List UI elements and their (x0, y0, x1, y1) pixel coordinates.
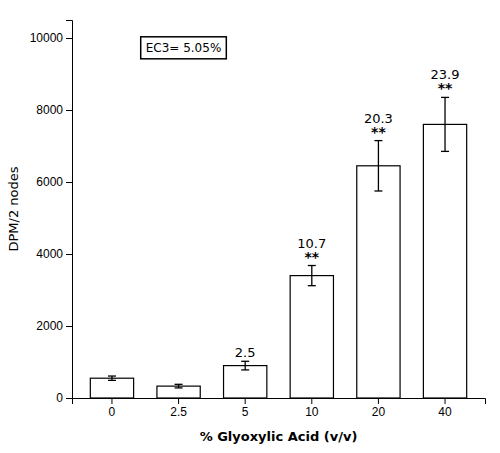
y-tick-label: 0 (56, 391, 63, 405)
x-tick-label: 20 (372, 405, 386, 419)
bar (290, 276, 333, 398)
x-tick-label: 40 (438, 405, 452, 419)
y-tick-mark (66, 110, 72, 111)
annotation-frame (141, 37, 227, 59)
bar (224, 366, 267, 398)
bar (357, 166, 400, 398)
x-tick-mark (111, 398, 112, 404)
stimulation-index-label: 2.5 (235, 345, 256, 360)
bar (90, 378, 133, 398)
annotation: EC3= 5.05% (146, 41, 222, 55)
y-tick-label: 6000 (36, 175, 63, 189)
y-tick-mark (66, 254, 72, 255)
error-bar-cap (175, 387, 183, 388)
y-tick: 4000 (36, 247, 72, 261)
stimulation-index-label: 10.7 (297, 236, 326, 251)
x-tick: 20 (372, 398, 386, 419)
y-tick-mark (66, 182, 72, 183)
significance-label: ** (304, 249, 319, 265)
error-bar-line (311, 266, 312, 286)
x-tick: 5 (242, 398, 249, 419)
y-tick-mark (66, 38, 72, 39)
error-bar-cap (441, 97, 449, 98)
y-tick-mark (66, 326, 72, 327)
y-axis-title: DPM/2 nodes (6, 166, 21, 251)
stimulation-index-label: 20.3 (364, 111, 393, 126)
x-tick-mark (311, 398, 312, 404)
y-tick: 10000 (30, 31, 72, 45)
y-axis-line (66, 21, 73, 399)
x-tick: 10 (305, 398, 319, 419)
error-bar (175, 384, 183, 388)
y-tick-label: 2000 (36, 319, 63, 333)
significance-label: ** (438, 80, 453, 96)
error-bar (441, 97, 449, 151)
x-tick: 2.5 (170, 398, 187, 419)
stimulation-index-label: 23.9 (431, 67, 460, 82)
x-tick-mark (378, 398, 379, 404)
y-axis: 0 2000 4000 6000 8000 10000 (30, 21, 73, 406)
error-bar-cap (108, 380, 116, 381)
x-tick-label: 0 (109, 405, 116, 419)
y-tick-label: 8000 (36, 103, 63, 117)
y-tick: 8000 (36, 103, 72, 117)
x-axis: 0 2.5 5 10 20 40 (73, 398, 486, 419)
x-tick: 0 (109, 398, 116, 419)
bar (157, 386, 200, 398)
y-tick: 6000 (36, 175, 72, 189)
error-bar-cap (374, 190, 382, 191)
y-tick-label: 10000 (30, 31, 64, 45)
x-tick-label: 10 (305, 405, 319, 419)
error-bar-line (444, 97, 445, 151)
error-bar (308, 266, 316, 286)
error-bar-cap (241, 361, 249, 362)
significance-label: ** (371, 124, 386, 140)
error-bar (241, 361, 249, 370)
error-bar-line (245, 361, 246, 370)
x-tick-mark (178, 398, 179, 404)
bar-annotations: 2.5**10.7**20.3**23.9 (235, 67, 460, 360)
error-bar-cap (441, 151, 449, 152)
x-tick-label: 5 (242, 405, 249, 419)
error-bar-cap (308, 265, 316, 266)
error-bar-cap (108, 375, 116, 376)
error-bar (108, 376, 116, 380)
x-tick-mark (245, 398, 246, 404)
error-bar (374, 141, 382, 191)
error-bar-cap (374, 140, 382, 141)
chart: 02.5510204002000400060008000100002.5**10… (0, 0, 500, 453)
y-tick-label: 4000 (36, 247, 63, 261)
y-tick: 2000 (36, 319, 72, 333)
x-tick: 40 (438, 398, 452, 419)
x-axis-title: % Glyoxylic Acid (v/v) (200, 429, 358, 444)
y-tick: 0 (56, 391, 72, 405)
x-tick-label: 2.5 (170, 405, 187, 419)
x-axis-line (73, 399, 486, 405)
plot: 02.5510204002000400060008000100002.5**10… (30, 21, 486, 419)
error-bar-cap (308, 285, 316, 286)
y-tick-mark (66, 398, 72, 399)
marks (90, 97, 466, 398)
error-bar-cap (241, 369, 249, 370)
x-tick-mark (445, 398, 446, 404)
bar (423, 124, 466, 398)
error-bar-cap (175, 384, 183, 385)
error-bar-line (378, 141, 379, 191)
annotation-box: EC3= 5.05% (141, 37, 227, 59)
